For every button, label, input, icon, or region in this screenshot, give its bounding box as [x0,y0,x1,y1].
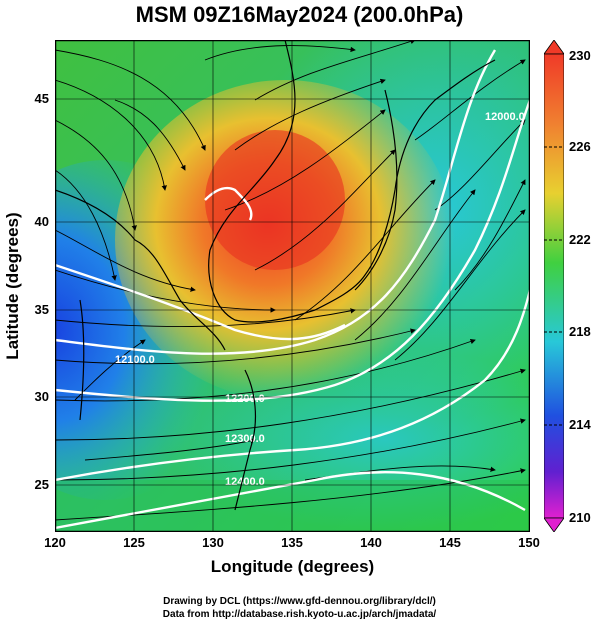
colorbar-tick-label: 222 [569,232,591,247]
colorbar-tick-label: 210 [569,510,591,525]
y-axis-label: Latitude (degrees) [3,212,22,360]
streamlines [55,40,526,521]
colorbar-tick-label: 218 [569,324,591,339]
y-tick-label: 35 [34,302,49,317]
south-band [55,480,530,532]
contour-label: 12300.0 [225,433,265,445]
x-tick-label: 125 [123,535,145,550]
x-tick-label: 135 [281,535,303,550]
contour-label: 12000.0 [485,111,525,123]
geopotential-contours [55,49,530,530]
data-credit: Data from http://database.rish.kyoto-u.a… [162,609,437,620]
contour-label: 12100.0 [115,354,155,366]
colorbar [544,40,564,532]
x-axis-label: Longitude (degrees) [210,557,375,576]
y-tick-label: 30 [34,389,49,404]
x-tick-label: 130 [202,535,224,550]
contour-label: 12200.0 [225,393,265,405]
contour-label: 12400.0 [225,476,265,488]
map-title: MSM 09Z16May2024 (200.0hPa) [135,2,464,27]
drawing-credit: Drawing by DCL (https://www.gfd-dennou.o… [163,596,436,607]
warm-core [205,130,345,270]
colorbar-tick-label: 226 [569,139,591,154]
map-plot-area: 12100.0 12200.0 12300.0 12400.0 12000.0 [55,40,530,532]
y-tick-label: 25 [34,477,49,492]
y-tick-label: 40 [34,214,49,229]
x-tick-label: 140 [360,535,382,550]
plot-frame [55,40,530,532]
x-tick-label: 120 [44,535,66,550]
x-tick-label: 145 [439,535,461,550]
lat-lon-grid [55,40,530,532]
map-svg: 12100.0 12200.0 12300.0 12400.0 12000.0 [55,40,530,532]
colorbar-tick-label: 230 [569,48,591,63]
x-tick-label: 150 [518,535,540,550]
y-tick-label: 45 [34,91,49,106]
colorbar-tick-label: 214 [569,417,591,432]
